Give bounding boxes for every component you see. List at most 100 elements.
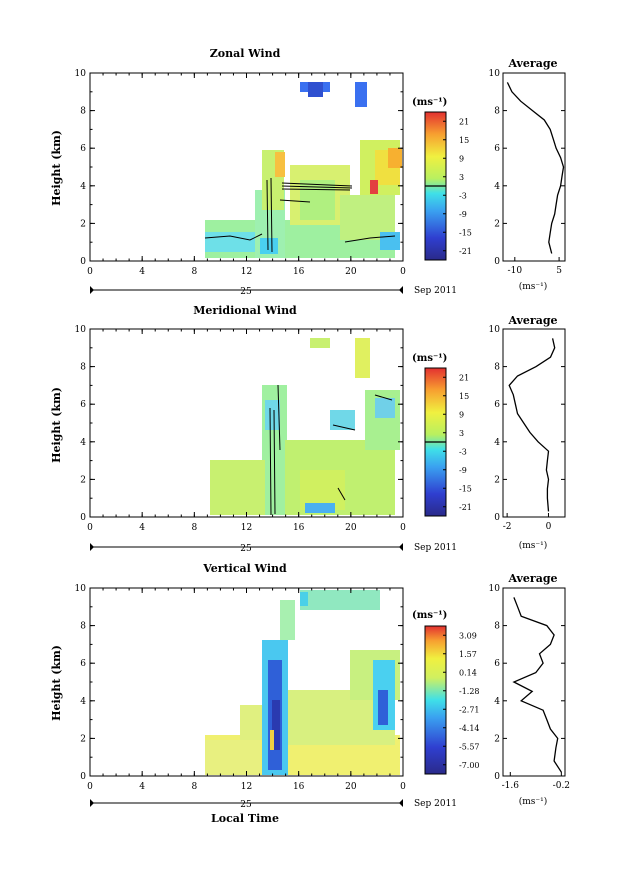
- colorbar: (ms⁻¹) 21 15 9 3 -3 -9 -15 -21: [412, 353, 472, 517]
- profile-y-tick-label: 0: [494, 772, 500, 782]
- x-tick-label: 4: [139, 782, 145, 792]
- x-tick-label: 16: [293, 267, 305, 277]
- y-tick-label: 6: [80, 144, 86, 154]
- x-tick-label: 4: [139, 523, 145, 533]
- y-tick-label: 0: [80, 257, 86, 267]
- day-bar: 25: [90, 286, 403, 297]
- profile-y-tick-label: 6: [494, 144, 500, 154]
- x-tick-label: 12: [241, 523, 252, 533]
- y-tick-label: 4: [80, 438, 86, 448]
- profile-frame: [502, 72, 566, 262]
- x-tick-label: 8: [191, 782, 197, 792]
- profile-title: Average: [507, 572, 557, 585]
- x-tick-label: 12: [241, 782, 252, 792]
- x-tick-label: 20: [345, 523, 357, 533]
- profile-y-tick-label: 4: [494, 182, 500, 192]
- colorbar-tick-label: -5.57: [459, 742, 480, 751]
- date-label: Sep 2011: [414, 543, 457, 553]
- chart-title: Zonal Wind: [210, 47, 281, 60]
- profile-ticks: 0 2 4 6 8 10 -1.6 -0.2: [489, 584, 570, 791]
- colorbar-tick-label: -3: [459, 191, 467, 200]
- colorbar-tick-label: 3: [459, 173, 464, 182]
- zonal-wind-panel: Zonal Wind Height (km): [50, 47, 566, 297]
- profile-line: [506, 82, 565, 254]
- x-tick-label: 0: [400, 523, 406, 533]
- colorbar-tick-label: 3: [459, 429, 464, 438]
- y-axis-label: Height (km): [50, 387, 63, 463]
- y-tick-label: 10: [75, 325, 87, 335]
- x-tick-label: 4: [139, 267, 145, 277]
- x-tick-label: 12: [241, 267, 252, 277]
- colorbar-tick-label: 15: [459, 136, 469, 145]
- profile-xlabel: (ms⁻¹): [519, 540, 548, 551]
- date-label: Sep 2011: [414, 286, 457, 296]
- y-tick-label: 6: [80, 659, 86, 669]
- chart-title: Vertical Wind: [202, 562, 287, 575]
- x-tick-label: 0: [400, 267, 406, 277]
- profile-line: [512, 597, 562, 773]
- y-tick-label: 2: [80, 219, 86, 229]
- colorbar-ticks: 3.09 1.57 0.14 -1.28 -2.71 -4.14 -5.57 -7.00: [443, 631, 480, 770]
- x-tick-label: 8: [191, 523, 197, 533]
- y-tick-label: 2: [80, 734, 86, 744]
- colorbar-tick-label: -2.71: [459, 705, 480, 714]
- y-tick-label: 4: [80, 182, 86, 192]
- profile-y-tick-label: 2: [494, 219, 500, 229]
- colorbar-tick-label: 9: [459, 410, 464, 419]
- colorbar-tick-label: -15: [459, 484, 472, 493]
- contour-marks: [269, 384, 393, 516]
- colorbar-unit: (ms⁻¹): [412, 610, 447, 621]
- colorbar-tick-label: -15: [459, 228, 472, 237]
- profile-y-tick-label: 2: [494, 475, 500, 485]
- x-tick-label: 0: [87, 782, 93, 792]
- profile-y-tick-label: 4: [494, 697, 500, 707]
- y-tick-label: 8: [80, 363, 86, 373]
- y-tick-label: 0: [80, 772, 86, 782]
- profile-ticks: 0 2 4 6 8 10 -10 5: [489, 69, 565, 276]
- colorbar: (ms⁻¹) 3.09 1.57 0.14 -1.28 -2.71 -4.14 -5.57 -…: [412, 610, 480, 775]
- profile-title: Average: [507, 57, 557, 70]
- profile-frame: [502, 328, 566, 518]
- profile-y-tick-label: 8: [494, 107, 500, 117]
- profile-y-tick-label: 8: [494, 363, 500, 373]
- x-axis-ticks: 0 4 8 12 16 20 0: [87, 329, 406, 533]
- colorbar-tick-label: 1.57: [459, 650, 477, 659]
- colorbar-tick-label: -9: [459, 466, 467, 475]
- x-tick-label: 8: [191, 267, 197, 277]
- x-tick-label: 16: [293, 523, 305, 533]
- day-label: 25: [240, 544, 252, 554]
- day-label: 25: [240, 287, 252, 297]
- profile-y-tick-label: 6: [494, 400, 500, 410]
- x-tick-label: 0: [87, 267, 93, 277]
- day-label: 25: [240, 800, 252, 810]
- y-axis-ticks: 0 2 4 6 8 10: [75, 69, 403, 267]
- meridional-wind-panel: Meridional Wind Height (km) 0 4 8 12 16 20 0 0…: [50, 304, 566, 554]
- profile-x-tick-label: -1.6: [502, 781, 520, 791]
- date-label: Sep 2011: [414, 799, 457, 809]
- average-profile: Average 0 2 4 6 8 10 -10 5 (ms⁻¹): [489, 57, 566, 292]
- colorbar-unit: (ms⁻¹): [412, 353, 447, 364]
- profile-y-tick-label: 0: [494, 513, 500, 523]
- colorbar-tick-label: -9: [459, 210, 467, 219]
- colorbar-tick-label: -21: [459, 247, 472, 256]
- y-tick-label: 2: [80, 475, 86, 485]
- profile-title: Average: [507, 314, 557, 327]
- profile-xlabel: (ms⁻¹): [519, 796, 548, 807]
- colorbar-ticks: 21 15 9 3 -3 -9 -15 -21: [425, 117, 472, 256]
- y-tick-label: 6: [80, 400, 86, 410]
- profile-x-tick-label: 0: [546, 522, 552, 532]
- colorbar-tick-label: -7.00: [459, 761, 480, 770]
- y-tick-label: 4: [80, 697, 86, 707]
- profile-y-tick-label: 10: [489, 325, 501, 335]
- day-bar: 25: [90, 543, 403, 554]
- x-tick-label: 0: [400, 782, 406, 792]
- heatmap-patches: [205, 82, 402, 258]
- x-tick-label: 16: [293, 782, 305, 792]
- y-tick-label: 10: [75, 584, 87, 594]
- colorbar-tick-label: 9: [459, 154, 464, 163]
- x-tick-label: 0: [87, 523, 93, 533]
- profile-y-tick-label: 10: [489, 584, 501, 594]
- y-axis-label: Height (km): [50, 645, 63, 721]
